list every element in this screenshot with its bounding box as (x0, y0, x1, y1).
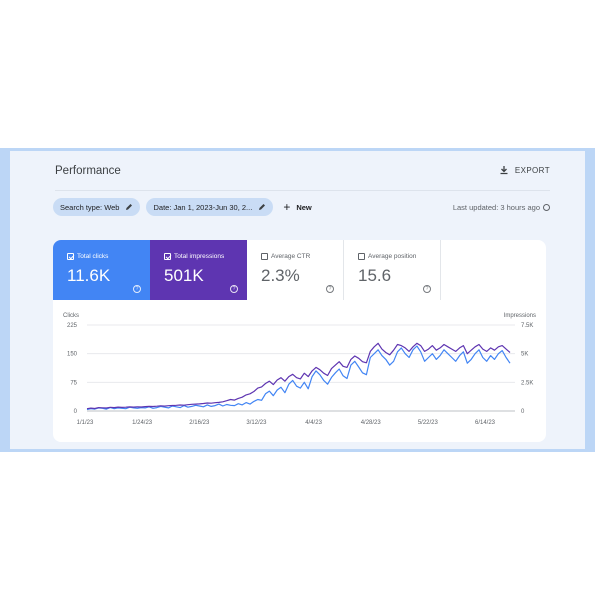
export-button[interactable]: EXPORT (499, 165, 550, 175)
checkbox-icon[interactable] (358, 253, 365, 260)
performance-panel: Performance EXPORT Search type: Web Date… (10, 151, 585, 449)
date-chip[interactable]: Date: Jan 1, 2023-Jun 30, 2... (146, 198, 274, 216)
help-icon[interactable]: ? (230, 285, 238, 293)
right-tick-label: 5K (521, 352, 528, 358)
last-updated: Last updated: 3 hours ago (453, 203, 550, 212)
date-label: Date: Jan 1, 2023-Jun 30, 2... (153, 202, 253, 212)
help-icon[interactable]: ? (133, 285, 141, 293)
download-icon (500, 166, 508, 175)
page-title: Performance (55, 165, 121, 177)
metric-value: 501K (164, 266, 204, 285)
checkbox-icon[interactable] (261, 253, 268, 260)
x-tick-label: 4/28/23 (361, 420, 382, 426)
x-axis-ticks: 1/1/23 1/24/23 2/16/23 3/12/23 4/4/23 4/28/23… (77, 420, 496, 426)
divider (55, 190, 550, 191)
chart-lines (86, 342, 511, 411)
performance-card: Total clicks 11.6K ? Total impressions 5… (53, 240, 546, 442)
x-tick-label: 1/1/23 (77, 420, 94, 426)
new-filter-button[interactable]: + New (283, 200, 311, 214)
edit-icon (126, 204, 133, 210)
left-tick-label: 150 (67, 352, 78, 358)
metric-value: 15.6 (358, 266, 392, 285)
metric-label: Total clicks (77, 253, 109, 260)
chart-grid: 225 7.5K 150 5K 75 2.5K 0 0 (67, 323, 533, 415)
help-icon[interactable]: ? (423, 285, 431, 293)
metric-value: 11.6K (67, 266, 111, 285)
search-type-label: Search type: Web (60, 202, 120, 212)
x-tick-label: 5/22/23 (418, 420, 439, 426)
metric-label: Average position (368, 253, 417, 260)
new-label: New (296, 202, 312, 212)
x-tick-label: 6/14/23 (475, 420, 496, 426)
left-tick-label: 225 (67, 323, 78, 329)
checkbox-icon[interactable] (67, 253, 74, 260)
metric-tabs: Total clicks 11.6K ? Total impressions 5… (53, 240, 441, 300)
filter-row: Search type: Web Date: Jan 1, 2023-Jun 3… (53, 198, 312, 216)
left-tick-label: 0 (74, 409, 78, 415)
search-type-chip[interactable]: Search type: Web (53, 198, 141, 216)
metric-total-clicks[interactable]: Total clicks 11.6K ? (53, 240, 150, 300)
metric-average-position[interactable]: Average position 15.6 ? (344, 240, 441, 300)
help-icon[interactable]: ? (326, 285, 334, 293)
x-tick-label: 3/12/23 (246, 420, 267, 426)
export-label: EXPORT (514, 165, 550, 175)
checkbox-icon[interactable] (164, 253, 171, 260)
left-axis-title: Clicks (63, 313, 79, 319)
metric-value: 2.3% (261, 266, 300, 285)
plus-icon: + (283, 200, 291, 214)
metric-average-ctr[interactable]: Average CTR 2.3% ? (247, 240, 344, 300)
left-tick-label: 75 (70, 380, 77, 386)
x-tick-label: 1/24/23 (132, 420, 153, 426)
metric-label: Total impressions (174, 253, 225, 260)
right-tick-label: 0 (521, 409, 525, 415)
right-tick-label: 7.5K (521, 323, 533, 329)
right-tick-label: 2.5K (521, 380, 533, 386)
edit-icon (259, 204, 266, 210)
screenshot-frame: Performance EXPORT Search type: Web Date… (0, 148, 595, 452)
help-icon[interactable] (543, 204, 550, 211)
metric-total-impressions[interactable]: Total impressions 501K ? (150, 240, 247, 300)
series-line-clicks (86, 345, 511, 411)
metric-label: Average CTR (271, 253, 311, 260)
x-tick-label: 2/16/23 (189, 420, 210, 426)
x-tick-label: 4/4/23 (305, 420, 322, 426)
series-line-impressions (86, 342, 511, 410)
last-updated-text: Last updated: 3 hours ago (452, 203, 540, 212)
right-axis-title: Impressions (504, 313, 536, 319)
